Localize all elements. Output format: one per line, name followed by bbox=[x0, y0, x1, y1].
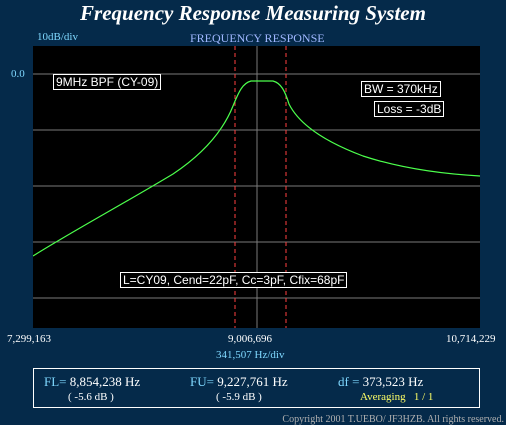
fl-readout: FL= 8,854,238 Hz bbox=[44, 374, 140, 390]
averaging-value: 1 / 1 bbox=[413, 391, 434, 403]
frequency-response-plot: 9MHz BPF (CY-09) BW = 370kHz Loss = -3dB… bbox=[33, 46, 480, 328]
fu-label: FU= bbox=[190, 374, 214, 389]
plot-canvas bbox=[33, 46, 480, 328]
x-left-label: 7,299,163 bbox=[7, 333, 51, 345]
y-scale-label: 10dB/div bbox=[37, 31, 78, 43]
filter-name-label: 9MHz BPF (CY-09) bbox=[53, 74, 162, 90]
df-readout: df = 373,523 Hz bbox=[338, 374, 423, 390]
x-scale-label: 341,507 Hz/div bbox=[216, 349, 285, 361]
marker-lines bbox=[234, 46, 287, 328]
copyright: Copyright 2001 T.UEBO/ JF3HZB. All right… bbox=[282, 414, 504, 425]
grid bbox=[33, 46, 480, 328]
df-value: 373,523 Hz bbox=[362, 374, 424, 389]
fl-db: ( -5.6 dB ) bbox=[68, 391, 114, 403]
averaging-label: Averaging bbox=[360, 391, 406, 403]
x-center-label: 9,006,696 bbox=[228, 333, 272, 345]
loss-label: Loss = -3dB bbox=[374, 101, 445, 117]
params-label: L=CY09, Cend=22pF, Cc=3pF, Cfix=68pF bbox=[120, 272, 348, 288]
df-label: df = bbox=[338, 374, 360, 389]
y-top-label: 0.0 bbox=[11, 68, 25, 80]
measurement-panel: FL= 8,854,238 Hz ( -5.6 dB ) FU= 9,227,7… bbox=[33, 368, 480, 408]
fu-readout: FU= 9,227,761 Hz bbox=[190, 374, 288, 390]
bandwidth-label: BW = 370kHz bbox=[361, 81, 441, 97]
fl-label: FL= bbox=[44, 374, 67, 389]
fu-value: 9,227,761 Hz bbox=[217, 374, 288, 389]
plot-header: FREQUENCY RESPONSE bbox=[190, 31, 325, 45]
app-title: Frequency Response Measuring System bbox=[80, 1, 426, 25]
response-trace bbox=[33, 80, 480, 257]
x-right-label: 10,714,229 bbox=[446, 333, 496, 345]
averaging-readout: Averaging 1 / 1 bbox=[360, 391, 433, 403]
fl-value: 8,854,238 Hz bbox=[69, 374, 141, 389]
fu-db: ( -5.9 dB ) bbox=[216, 391, 262, 403]
